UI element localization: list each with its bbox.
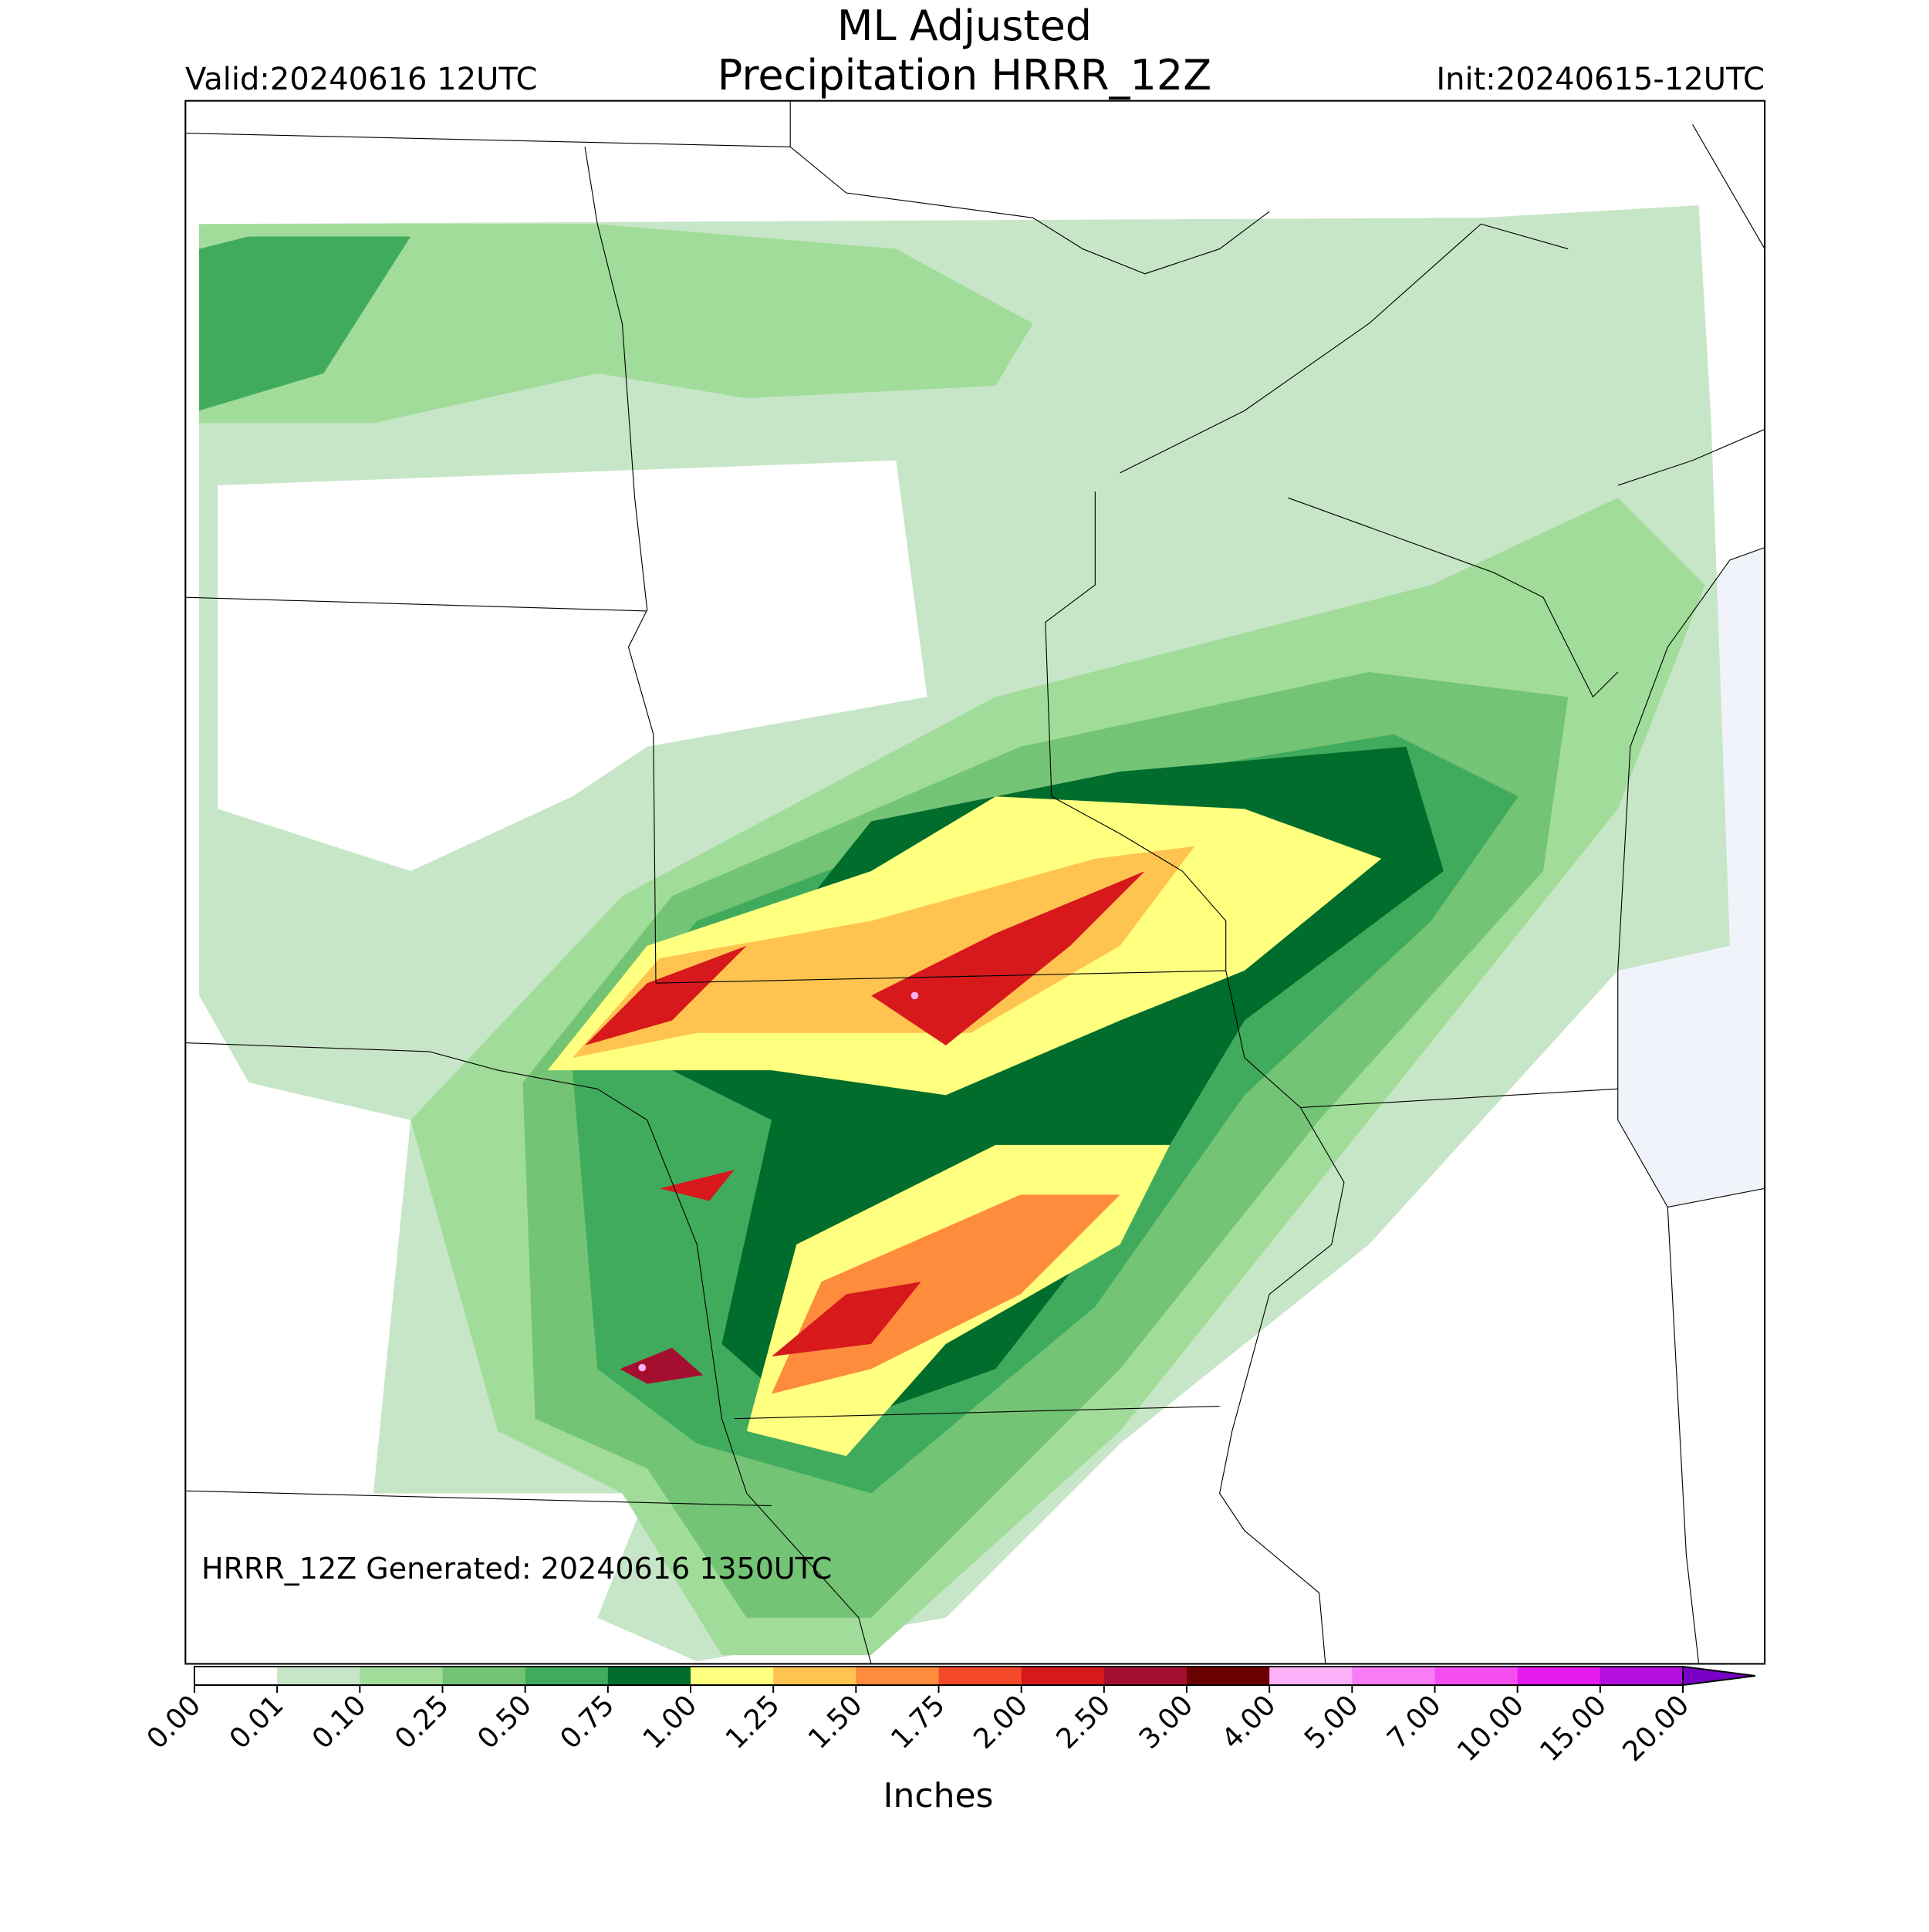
colorbar-segment <box>277 1667 360 1685</box>
colorbar-tick-label: 4.00 <box>1216 1689 1282 1755</box>
precip-area <box>199 236 411 411</box>
colorbar-segment <box>607 1667 691 1685</box>
precip-area <box>572 846 1195 1058</box>
colorbar-tick-label: 0.00 <box>141 1689 208 1755</box>
colorbar-segment <box>360 1667 443 1685</box>
map-frame <box>184 100 1766 1665</box>
border <box>185 596 1618 1507</box>
colorbar-tick-label: 7.00 <box>1381 1689 1448 1755</box>
colorbar-segment <box>194 1667 278 1685</box>
map <box>184 100 1766 1665</box>
colorbar-segment <box>1021 1667 1105 1685</box>
colorbar-segment <box>856 1667 939 1685</box>
colorbar-segment <box>773 1667 856 1685</box>
colorbar-segment <box>1269 1667 1353 1685</box>
valid-time: Valid:20240616 12UTC <box>185 62 537 97</box>
colorbar: 0.00 0.01 0.10 0.25 0.50 0.75 1.00 1.25 1.50 1.75… <box>141 1665 1756 1768</box>
precip-area <box>871 871 1145 1045</box>
colorbar-tick-label: 10.00 <box>1451 1689 1530 1768</box>
border <box>1288 124 1765 1664</box>
border <box>584 147 657 984</box>
colorbar-label: Inches <box>883 1776 994 1815</box>
precip-area <box>620 1347 704 1384</box>
precip-area <box>585 945 747 1045</box>
colorbar-segment <box>1352 1667 1435 1685</box>
colorbar-tick-label: 0.25 <box>389 1689 455 1755</box>
colorbar-tick-label: 1.25 <box>720 1689 786 1755</box>
precip-gap <box>218 460 927 872</box>
colorbar-tick-label: 0.50 <box>471 1689 538 1755</box>
colorbar-segment <box>1434 1667 1519 1685</box>
generated-note: HRRR_12Z Generated: 20240616 1350UTC <box>201 1552 832 1586</box>
colorbar-extension <box>1682 1665 1756 1687</box>
colorbar-segment <box>691 1667 774 1685</box>
colorbar-tick-label: 15.00 <box>1534 1689 1613 1768</box>
colorbar-tick-label: 2.50 <box>1051 1689 1117 1755</box>
precip-area <box>199 224 1033 424</box>
precip-area <box>771 1282 921 1357</box>
colorbar-tick-label: 1.00 <box>637 1689 704 1755</box>
colorbar-segment <box>1103 1667 1187 1685</box>
precip-gap <box>218 1120 399 1481</box>
title: ML Adjusted <box>837 2 1092 50</box>
colorbar-tick-label: 0.10 <box>306 1689 373 1755</box>
colorbar-tick-label: 3.00 <box>1133 1689 1200 1755</box>
colorbar-tick-label: 1.50 <box>802 1689 869 1755</box>
colorbar-tick-label: 5.00 <box>1299 1689 1365 1755</box>
title: Precipitation HRRR_12Z <box>718 51 1212 100</box>
colorbar-segment <box>1517 1667 1601 1685</box>
precip-area <box>659 1170 735 1201</box>
colorbar-segment <box>525 1667 609 1685</box>
colorbar-tick-label: 0.75 <box>555 1689 621 1755</box>
colorbar-segment <box>1600 1667 1684 1685</box>
init-time: Init:20240615-12UTC <box>1436 62 1765 97</box>
colorbar-tick-label: 1.75 <box>885 1689 951 1755</box>
colorbar-segment <box>442 1667 526 1685</box>
border <box>1219 970 1345 1664</box>
coastline <box>1120 223 1765 1208</box>
border <box>185 100 1270 275</box>
colorbar-segment <box>1187 1667 1270 1685</box>
colorbar-tick-label: 20.00 <box>1617 1689 1695 1768</box>
colorbar-tick-label: 0.01 <box>224 1689 290 1755</box>
precip-area <box>910 991 919 1000</box>
precip-area <box>638 1363 647 1372</box>
colorbar-tick-label: 2.00 <box>968 1689 1034 1755</box>
border <box>647 1120 872 1664</box>
colorbar-segment <box>938 1667 1022 1685</box>
border <box>1045 491 1227 971</box>
